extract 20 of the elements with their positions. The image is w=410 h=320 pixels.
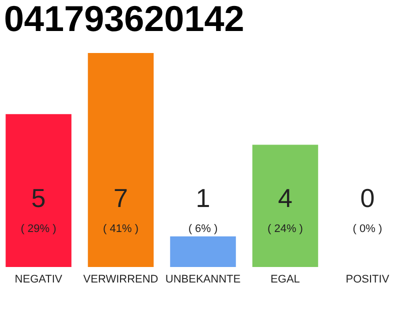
annotation: ( 24% ) xyxy=(267,223,303,235)
chart-title: 041793620142 xyxy=(4,0,244,39)
annotation: ( 29% ) xyxy=(20,223,56,235)
data-label: 5 xyxy=(31,183,46,213)
bar xyxy=(252,144,318,267)
bar xyxy=(88,53,154,267)
bar xyxy=(6,114,72,267)
data-label: 4 xyxy=(278,183,292,213)
annotation: ( 0% ) xyxy=(352,223,382,235)
x-tick-label: EGAL xyxy=(270,274,300,286)
x-tick-label: NEGATIV xyxy=(14,274,63,286)
x-tick-label: POSITIV xyxy=(346,274,390,286)
x-tick-label: VERWIRREND xyxy=(83,274,158,286)
data-label: 0 xyxy=(360,183,375,213)
data-label: 7 xyxy=(114,183,128,213)
x-tick-label: UNBEKANNTE xyxy=(165,274,241,286)
bar xyxy=(170,236,236,267)
annotation: ( 6% ) xyxy=(188,223,218,235)
data-label: 1 xyxy=(196,183,210,213)
annotation: ( 41% ) xyxy=(103,223,139,235)
